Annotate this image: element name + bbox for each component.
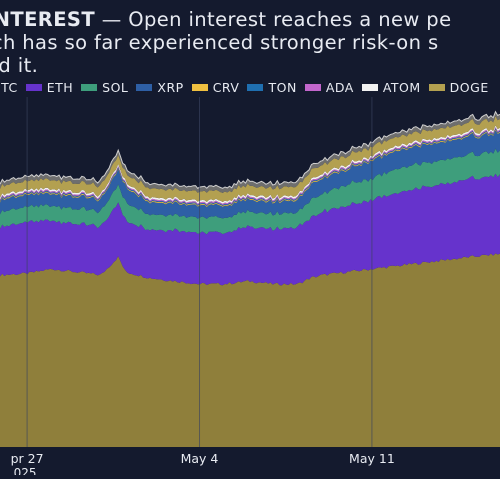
area-outline xyxy=(0,110,500,189)
area-xrp xyxy=(0,130,500,219)
legend-swatch-crv xyxy=(191,84,208,91)
legend-item-doge: DOGE xyxy=(428,80,489,95)
legend-item-atom: ATOM xyxy=(361,80,421,95)
legend-swatch-sol xyxy=(81,84,98,91)
area-btc xyxy=(0,253,500,447)
legend-swatch-ada xyxy=(304,84,321,91)
chart-area: pr 27 025 May 4 May 11 xyxy=(0,97,500,479)
legend-item-ton: TON xyxy=(247,80,296,95)
legend-item-eth: ETH xyxy=(25,80,74,95)
legend-item-xrp: XRP xyxy=(136,80,183,95)
x-tick-label-1: May 4 xyxy=(181,451,219,466)
header-keyword: INTEREST xyxy=(0,8,96,31)
chart-legend: BTC ETH SOL XRP CRV TON ADA ATOM DOGE xyxy=(0,80,500,95)
legend-item-btc: BTC xyxy=(0,80,18,95)
legend-swatch-eth xyxy=(25,84,42,91)
legend-swatch-ton xyxy=(247,84,264,91)
legend-item-crv: CRV xyxy=(191,80,240,95)
legend-label-crv: CRV xyxy=(212,80,240,95)
legend-label-doge: DOGE xyxy=(449,80,489,95)
legend-swatch-xrp xyxy=(136,84,153,91)
header-line-1: INTEREST — Open interest reaches a new p… xyxy=(0,8,500,31)
legend-label-ton: TON xyxy=(268,80,297,95)
legend-swatch-doge xyxy=(428,84,445,91)
legend-label-eth: ETH xyxy=(46,80,74,95)
header-line-2: ich has so far experienced stronger risk… xyxy=(0,31,439,54)
x-tick-sublabel-0: 025 xyxy=(14,466,37,475)
header-line-1-text: — Open interest reaches a new pe xyxy=(95,8,452,31)
legend-label-sol: SOL xyxy=(102,80,129,95)
chart-header: INTEREST — Open interest reaches a new p… xyxy=(0,8,500,77)
legend-label-xrp: XRP xyxy=(157,80,184,95)
x-tick-label-2: May 11 xyxy=(349,451,395,466)
legend-label-btc: BTC xyxy=(0,80,18,95)
legend-item-sol: SOL xyxy=(81,80,128,95)
area-eth xyxy=(0,173,500,286)
x-tick-label-0: pr 27 xyxy=(11,451,44,466)
legend-swatch-atom xyxy=(361,84,378,91)
legend-label-ada: ADA xyxy=(325,80,354,95)
legend-label-atom: ATOM xyxy=(382,80,421,95)
legend-item-ada: ADA xyxy=(304,80,354,95)
area-sol xyxy=(0,148,500,235)
header-line-3: ed it. xyxy=(0,54,39,77)
